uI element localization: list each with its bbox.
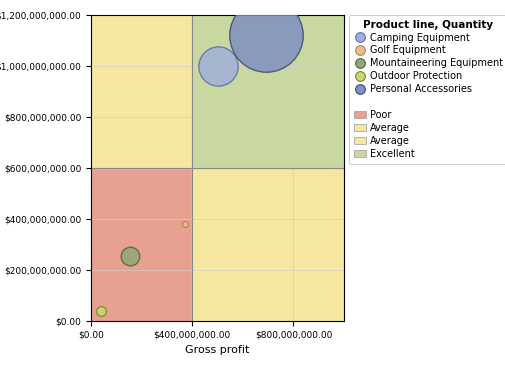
Point <box>126 253 134 259</box>
Point <box>96 308 105 314</box>
Bar <box>192 15 343 168</box>
Bar <box>192 168 343 321</box>
X-axis label: Gross profit: Gross profit <box>185 345 249 355</box>
Bar <box>91 168 192 321</box>
Point <box>261 32 269 38</box>
Legend: Camping Equipment, Golf Equipment, Mountaineering Equipment, Outdoor Protection,: Camping Equipment, Golf Equipment, Mount… <box>348 15 505 163</box>
Point <box>180 221 188 227</box>
Point <box>213 63 221 69</box>
Bar <box>91 15 192 168</box>
